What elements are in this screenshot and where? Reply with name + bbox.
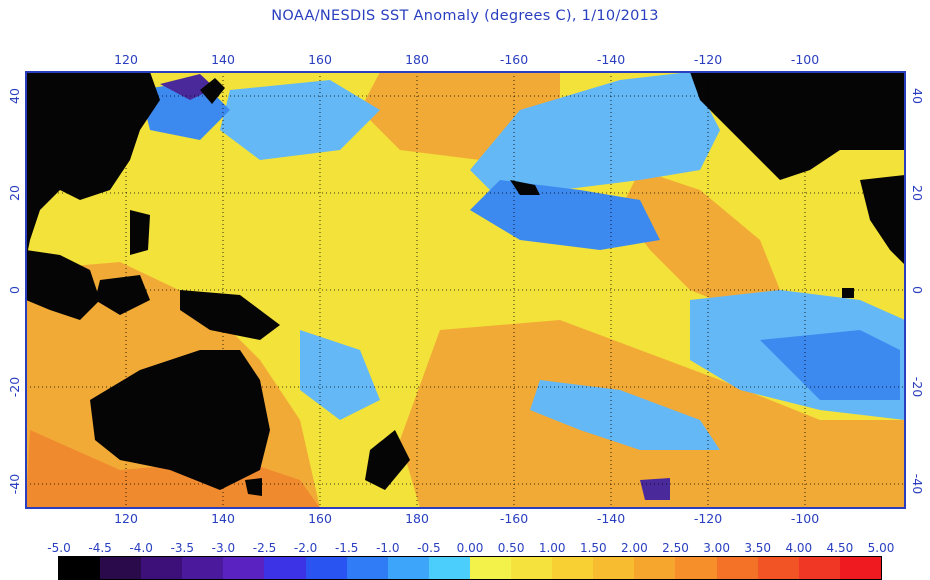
lat-tick: 0 [7,286,22,294]
lon-tick: 180 [405,511,429,526]
colorbar-label: -4.0 [129,541,153,555]
colorbar-swatch [346,557,388,579]
land-galapagos [842,288,854,298]
land-australia [90,350,270,490]
lon-tick: 160 [308,52,332,67]
lat-tick: 40 [7,88,22,104]
land-asia [26,72,160,260]
cold-patch-south [640,478,670,500]
colorbar-swatch [593,557,635,579]
lon-tick: 120 [114,52,138,67]
colorbar-swatch [675,557,717,579]
lat-ticks-left: 40 20 0 -20 -40 [7,88,22,494]
colorbar-label: -3.5 [170,541,195,555]
lat-tick: 20 [910,185,925,201]
land-new-zealand [365,430,410,490]
colorbar-label: 1.50 [579,541,607,555]
lon-tick: -160 [500,52,528,67]
colorbar-swatch [305,557,347,579]
colorbar-swatch [757,557,799,579]
lat-tick: -20 [910,377,925,397]
lon-tick: -140 [597,52,625,67]
land-philippines [130,210,150,255]
cool-region-north-west [220,80,380,160]
lon-tick: -160 [500,511,528,526]
colorbar-label: 2.00 [621,541,648,555]
cold-patch-kamchatka [160,74,215,100]
colorbar-swatch [100,557,142,579]
land-hawaii [510,180,540,195]
colorbar-swatch [511,557,553,579]
colorbar-swatch [182,557,224,579]
land-new-guinea [180,290,280,340]
warm-region-east-pacific [620,170,780,310]
colorbar-label: -1.0 [376,541,400,555]
colorbar-label: 5.00 [867,541,895,555]
colorbar-swatch [428,557,470,579]
colorbar-swatch [264,557,306,579]
lat-tick: -40 [910,474,925,494]
colorbar-label: -2.0 [293,541,318,555]
colorbar-swatch [839,557,881,579]
lon-ticks-bottom: 120 140 160 180 -160 -140 -120 -100 [114,511,819,526]
lon-tick: 160 [308,511,332,526]
colorbar-label: -0.5 [417,541,441,555]
colorbar-swatch [223,557,265,579]
colorbar-swatch [387,557,429,579]
colorbar [58,556,882,580]
graticule [26,72,905,508]
colorbar-label: 2.50 [662,541,689,555]
land-japan [200,78,225,104]
lat-tick: 0 [910,286,925,294]
lon-tick: -120 [694,511,722,526]
lon-tick: -100 [791,52,819,67]
map-frame [25,71,906,509]
land-mexico [860,175,905,265]
colorbar-swatch [141,557,183,579]
colorbar-label: 0.00 [456,541,484,555]
colorbar-label: -4.5 [88,541,112,555]
lat-tick: -40 [7,474,22,494]
land-north-america [690,72,905,180]
lon-tick: 140 [211,52,235,67]
map-title: NOAA/NESDIS SST Anomaly (degrees C), 1/1… [271,8,659,24]
lon-tick: -120 [694,52,722,67]
lon-tick: -100 [791,511,819,526]
lon-tick: 120 [114,511,138,526]
colorbar-label: -2.5 [252,541,277,555]
colorbar-swatch [59,557,101,579]
lat-tick: -20 [7,377,22,397]
lat-tick: 20 [7,185,22,201]
lon-tick: -140 [597,511,625,526]
land-borneo [95,275,150,315]
colorbar-label: -1.5 [334,541,359,555]
lon-tick: 140 [211,511,235,526]
colorbar-swatch [552,557,594,579]
lat-ticks-right: 40 20 0 -20 -40 [910,88,925,494]
cool-region-east-south [760,330,900,400]
sst-anomaly-map: 120 140 160 180 -160 -140 -120 -100 120 … [7,52,925,526]
land-tasmania [245,478,262,496]
colorbar-label: -5.0 [47,541,71,555]
colorbar-label: 4.00 [785,541,813,555]
lat-tick: 40 [910,88,925,104]
colorbar-swatch [798,557,840,579]
cool-region-south-central [530,380,720,450]
colorbar-swatch [634,557,676,579]
cool-region-north-pacific [470,72,720,200]
lon-tick: 180 [405,52,429,67]
cool-region-central-pacific [470,180,660,250]
land-indochina [26,250,100,320]
colorbar-label: 0.50 [497,541,525,555]
colorbar-label: 4.50 [826,541,854,555]
lon-ticks-top: 120 140 160 180 -160 -140 -120 -100 [114,52,819,67]
colorbar-label: 3.50 [744,541,772,555]
colorbar-label: -3.0 [211,541,236,555]
colorbar-label: 1.00 [538,541,566,555]
colorbar-label: 3.00 [703,541,730,555]
colorbar-swatch [716,557,758,579]
colorbar-swatch [469,557,512,579]
